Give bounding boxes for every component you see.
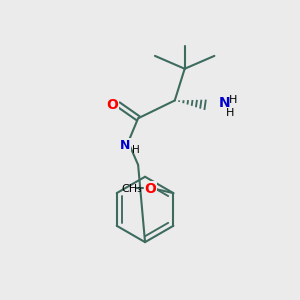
Text: O: O: [106, 98, 118, 112]
Text: N: N: [120, 139, 130, 152]
Text: N: N: [218, 96, 230, 110]
Text: O: O: [145, 182, 157, 196]
Text: H: H: [132, 145, 140, 155]
Text: H: H: [229, 95, 237, 106]
Text: CH₃: CH₃: [122, 184, 142, 194]
Text: H: H: [226, 108, 234, 118]
